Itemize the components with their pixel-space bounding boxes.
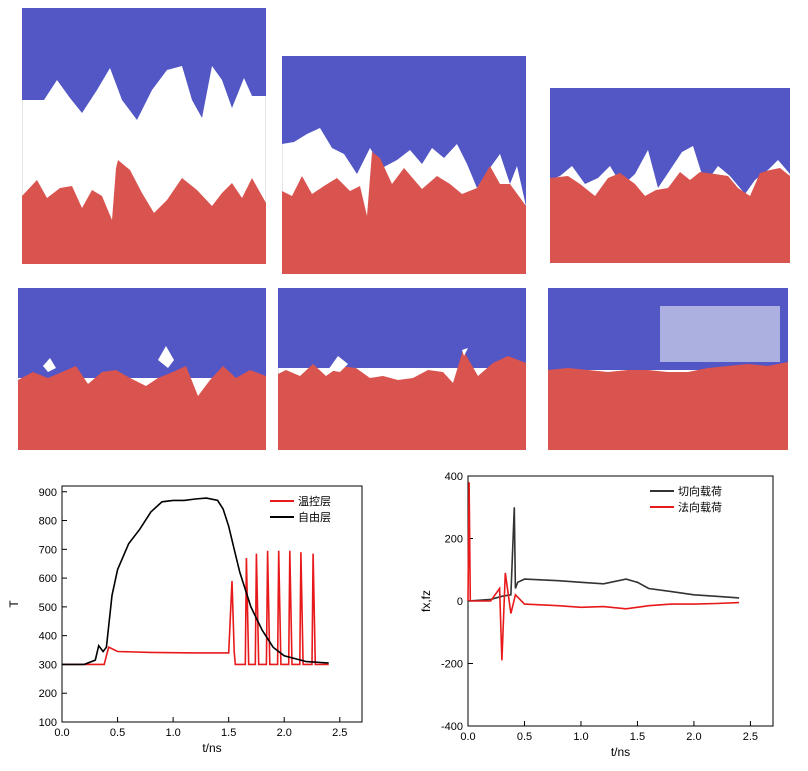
y-axis-label: T xyxy=(7,600,21,608)
x-tick-label: 1.0 xyxy=(165,727,180,739)
bottom-block xyxy=(278,350,526,450)
x-axis-label: t/ns xyxy=(611,745,630,759)
top-block xyxy=(278,288,526,368)
x-tick-label: 0.5 xyxy=(110,727,125,739)
frame-1-svg xyxy=(22,8,266,264)
frame-4-svg xyxy=(18,288,266,450)
y-tick-label: 200 xyxy=(445,534,463,546)
bottom-block xyxy=(548,362,788,450)
x-tick-label: 2.0 xyxy=(277,727,292,739)
top-block xyxy=(22,8,266,120)
void xyxy=(43,358,56,372)
bottom-block xyxy=(22,160,266,264)
frame-2-svg xyxy=(282,56,526,274)
legend-label-2: 自由层 xyxy=(298,510,331,524)
y-tick-label: 600 xyxy=(39,573,57,585)
bottom-block xyxy=(18,366,266,450)
bottom-block xyxy=(550,168,790,263)
void xyxy=(328,356,348,372)
y-tick-label: 100 xyxy=(39,717,57,729)
legend-label-1: 切向载荷 xyxy=(678,484,722,498)
x-tick-label: 0.0 xyxy=(54,727,69,739)
y-tick-label: 500 xyxy=(39,602,57,614)
simulation-frame-6 xyxy=(548,288,788,450)
top-block xyxy=(18,288,266,378)
x-tick-label: 1.5 xyxy=(221,727,236,739)
y-tick-label: 700 xyxy=(39,544,57,556)
void xyxy=(462,348,468,356)
legend-label-1: 温控层 xyxy=(298,494,331,508)
temperature-chart-svg: 0.0 0.5 1.0 1.5 2.0 2.5 100 200 300 400 500 600 700 8… xyxy=(7,485,363,755)
simulation-frame-3 xyxy=(550,88,790,263)
series-line-1 xyxy=(467,507,740,602)
x-tick-label: 2.5 xyxy=(332,727,347,739)
plot-frame xyxy=(61,485,363,723)
simulation-frame-5 xyxy=(278,288,526,450)
x-tick-label: 2.5 xyxy=(743,731,758,743)
void xyxy=(158,346,174,368)
mixing-zone xyxy=(660,306,780,362)
frame-6-svg xyxy=(548,288,788,450)
x-tick-label: 1.0 xyxy=(573,731,588,743)
y-tick-label: 400 xyxy=(39,631,57,643)
y-tick-label: 200 xyxy=(39,688,57,700)
y-tick-label: 300 xyxy=(39,659,57,671)
x-tick-label: 0.5 xyxy=(517,731,532,743)
simulation-frame-2 xyxy=(282,56,526,274)
bottom-block xyxy=(282,152,526,274)
frame-5-svg xyxy=(278,288,526,450)
series-line-2 xyxy=(62,497,329,666)
y-tick-label: -200 xyxy=(441,659,463,671)
legend-label-2: 法向载荷 xyxy=(678,500,722,514)
frame-3-svg xyxy=(550,88,790,263)
simulation-frame-1 xyxy=(22,8,266,264)
y-tick-label: 0 xyxy=(457,596,463,608)
y-tick-label: 800 xyxy=(39,516,57,528)
x-axis-label: t/ns xyxy=(202,741,221,755)
top-block xyxy=(550,88,790,194)
y-tick-label: 900 xyxy=(39,487,57,499)
y-axis-label: fx,fz xyxy=(420,590,433,612)
series-line-2 xyxy=(467,482,740,661)
series-line-1 xyxy=(62,550,329,666)
simulation-frame-4 xyxy=(18,288,266,450)
force-chart-svg: 0.0 0.5 1.0 1.5 2.0 2.5 -400 -200 0 200 400 t/ns fx,… xyxy=(419,471,774,759)
force-chart: 0.0 0.5 1.0 1.5 2.0 2.5 -400 -200 0 200 400 t/ns fx,… xyxy=(419,466,800,771)
y-tick-label: -400 xyxy=(441,721,463,733)
x-tick-label: 2.0 xyxy=(686,731,701,743)
temperature-chart: 0.0 0.5 1.0 1.5 2.0 2.5 100 200 300 400 500 600 700 8… xyxy=(0,466,380,771)
x-tick-label: 1.5 xyxy=(630,731,645,743)
y-tick-label: 400 xyxy=(445,471,463,483)
top-block xyxy=(282,56,526,206)
x-tick-label: 0.0 xyxy=(460,731,475,743)
